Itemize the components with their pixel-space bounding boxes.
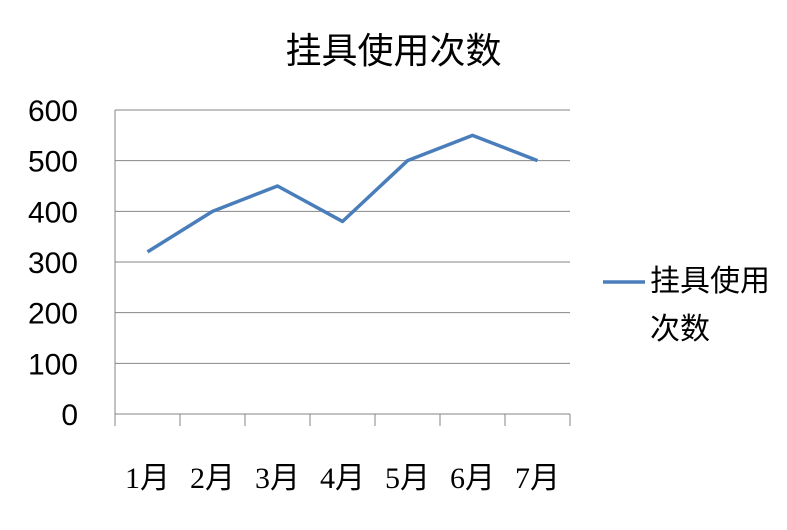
x-tick-label: 4月 bbox=[320, 462, 365, 495]
chart-title: 挂具使用次数 bbox=[285, 31, 502, 71]
y-tick-label: 200 bbox=[28, 298, 78, 331]
x-tick-label: 2月 bbox=[190, 462, 235, 495]
y-tick-label: 300 bbox=[28, 247, 78, 280]
legend-label: 挂具使用次数 bbox=[650, 265, 770, 346]
x-tick-label: 7月 bbox=[515, 462, 560, 495]
y-tick-label: 600 bbox=[28, 95, 78, 128]
y-tick-label: 400 bbox=[28, 196, 78, 229]
y-tick-label: 100 bbox=[28, 348, 78, 381]
series-line bbox=[146, 133, 539, 254]
x-tick-label: 1月 bbox=[125, 462, 170, 495]
y-tick-label: 0 bbox=[61, 399, 78, 432]
y-tick-label: 500 bbox=[28, 146, 78, 179]
x-tick-label: 5月 bbox=[385, 462, 430, 495]
x-tick-label: 3月 bbox=[255, 462, 300, 495]
x-tick-label: 6月 bbox=[450, 462, 495, 495]
